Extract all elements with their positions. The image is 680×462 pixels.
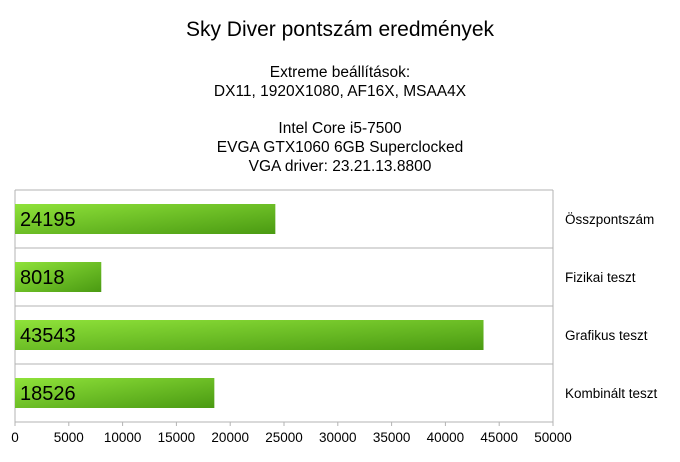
category-label: Fizikai teszt <box>565 270 636 285</box>
bar <box>15 378 215 408</box>
x-tick-label: 15000 <box>158 430 196 445</box>
data-label: 18526 <box>20 383 76 405</box>
category-label: Összpontszám <box>565 212 654 227</box>
bar <box>15 262 102 292</box>
x-tick-label: 0 <box>11 430 19 445</box>
x-tick-label: 20000 <box>211 430 249 445</box>
subtitle-line-4: EVGA GTX1060 6GB Superclocked <box>216 139 464 156</box>
subtitle-line-2: DX11, 1920X1080, AF16X, MSAA4X <box>213 83 467 100</box>
bar <box>15 204 276 234</box>
subtitle-line-3: Intel Core i5-7500 <box>278 120 402 137</box>
x-tick-label: 50000 <box>534 430 572 445</box>
data-label: 43543 <box>20 325 76 347</box>
x-tick-label: 35000 <box>373 430 411 445</box>
data-label: 8018 <box>20 267 65 289</box>
subtitle-line-1: Extreme beállítások: <box>269 64 411 81</box>
x-tick-label: 40000 <box>427 430 465 445</box>
x-tick-label: 10000 <box>104 430 142 445</box>
subtitle-line-5: VGA driver: 23.21.13.8800 <box>248 158 432 175</box>
chart-title: Sky Diver pontszám eredmények <box>185 18 495 41</box>
bar <box>15 320 484 350</box>
category-label: Grafikus teszt <box>565 328 648 343</box>
x-tick-label: 25000 <box>265 430 303 445</box>
x-tick-label: 30000 <box>319 430 357 445</box>
data-label: 24195 <box>20 209 76 231</box>
category-label: Kombinált teszt <box>565 386 658 401</box>
x-tick-label: 5000 <box>54 430 84 445</box>
x-tick-label: 45000 <box>480 430 518 445</box>
